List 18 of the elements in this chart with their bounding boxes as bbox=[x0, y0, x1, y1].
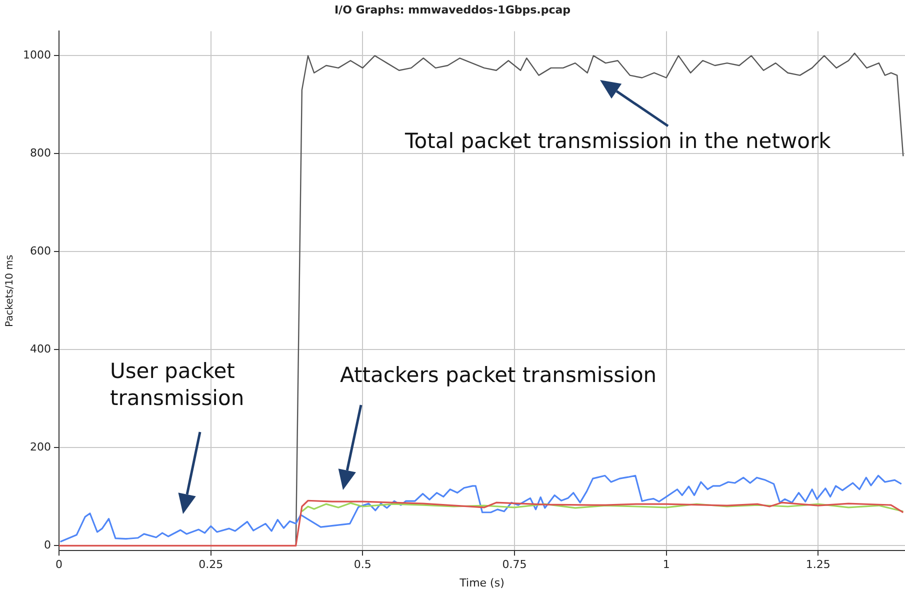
y-tick-label: 800 bbox=[30, 146, 51, 160]
x-axis-title: Time (s) bbox=[458, 576, 504, 590]
x-tick-label: 0.25 bbox=[198, 558, 224, 572]
x-tick-label: 0.75 bbox=[502, 558, 527, 572]
annotation: Attackers packet transmission bbox=[340, 362, 657, 389]
x-tick-label: 1.25 bbox=[806, 558, 830, 572]
y-tick-label: 200 bbox=[30, 440, 51, 454]
x-tick-label: 0 bbox=[55, 558, 62, 572]
y-tick-label: 0 bbox=[44, 538, 51, 552]
y-tick-label: 1000 bbox=[22, 48, 51, 62]
x-tick-label: 0.5 bbox=[354, 558, 372, 572]
y-tick-label: 400 bbox=[30, 342, 51, 356]
annotation: Total packet transmission in the network bbox=[405, 128, 831, 155]
y-tick-label: 600 bbox=[30, 244, 51, 258]
chart-title: I/O Graphs: mmwaveddos-1Gbps.pcap bbox=[334, 3, 571, 16]
x-tick-label: 1 bbox=[662, 558, 670, 572]
annotation: User packet transmission bbox=[110, 358, 244, 412]
y-axis-title: Packets/10 ms bbox=[4, 254, 16, 327]
